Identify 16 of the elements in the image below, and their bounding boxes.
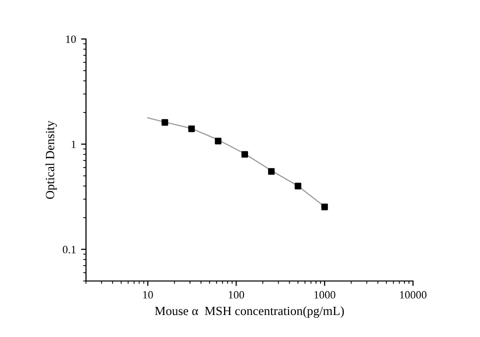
point <box>162 119 168 126</box>
y-tick-label: 10 <box>66 35 76 43</box>
x-tick-label: 100 <box>228 291 244 299</box>
point <box>241 151 248 158</box>
point <box>294 182 302 190</box>
x-tick-label: 10 <box>143 291 153 299</box>
x-tick-label: 1000 <box>314 291 336 299</box>
point <box>321 204 328 210</box>
x-tick-label: 10000 <box>400 291 426 299</box>
point <box>214 138 222 144</box>
y-tick-label: 1 <box>72 140 76 148</box>
point <box>268 168 275 175</box>
x-axis-title: Mouse α MSH concentration(pg/mL) <box>154 306 344 318</box>
point <box>188 126 195 132</box>
y-tick-label: 0.1 <box>62 246 76 254</box>
y-axis-title: Optical Density <box>45 120 57 199</box>
